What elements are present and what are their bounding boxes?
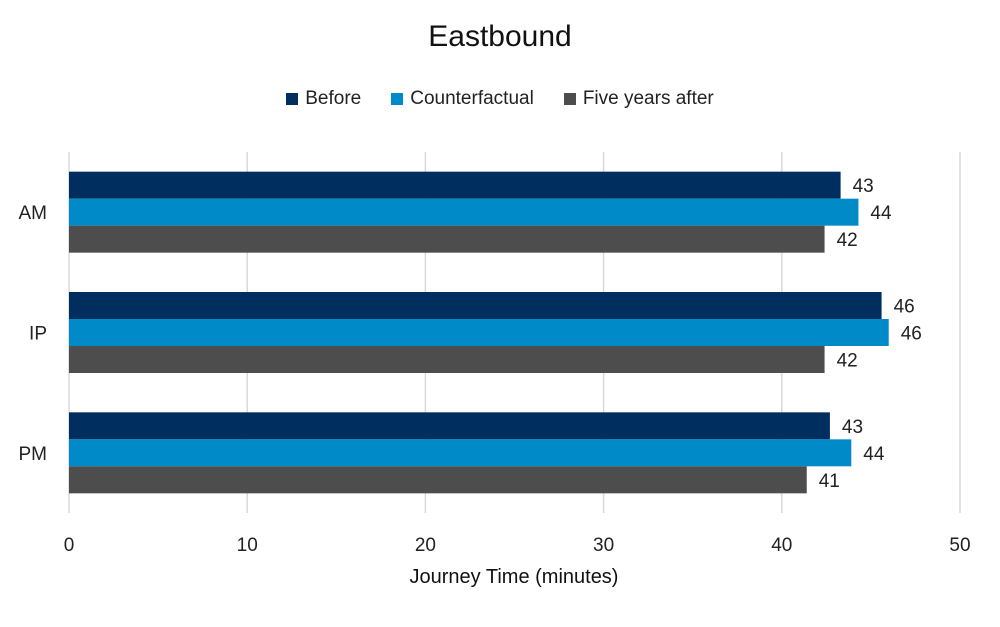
- x-tick-label-10: 10: [237, 535, 258, 556]
- legend-item-five-years-after: Five years after: [563, 88, 714, 110]
- data-label-ip-before: 46: [894, 297, 915, 318]
- bar-am-five-years-after: [69, 225, 825, 253]
- data-label-am-before: 43: [853, 176, 874, 197]
- legend-item-counterfactual: Counterfactual: [391, 88, 534, 110]
- legend-item-before: Before: [286, 88, 361, 110]
- data-label-pm-before: 43: [842, 417, 863, 438]
- x-tick-label-50: 50: [949, 535, 970, 556]
- legend-label-counterfactual: Counterfactual: [410, 88, 534, 109]
- y-category-label-am: AM: [19, 203, 48, 224]
- data-label-ip-five-years-after: 42: [837, 351, 858, 372]
- data-label-am-five-years-after: 42: [837, 230, 858, 251]
- data-label-ip-counterfactual: 46: [901, 324, 922, 345]
- x-tick-label-30: 30: [593, 535, 614, 556]
- x-tick-label-20: 20: [415, 535, 436, 556]
- bar-pm-before: [69, 412, 830, 440]
- x-tick-label-40: 40: [771, 535, 792, 556]
- chart-title: Eastbound: [428, 20, 572, 53]
- legend-swatch-five-years-after: [563, 93, 576, 105]
- bar-pm-counterfactual: [69, 439, 852, 467]
- bar-ip-counterfactual: [69, 319, 889, 346]
- bar-am-counterfactual: [69, 198, 859, 226]
- data-label-pm-five-years-after: 41: [819, 471, 840, 492]
- bar-pm-five-years-after: [69, 466, 807, 494]
- legend-label-before: Before: [305, 88, 362, 109]
- x-axis-label: Journey Time (minutes): [409, 566, 619, 588]
- data-label-pm-counterfactual: 44: [863, 444, 885, 465]
- legend-label-five-years-after: Five years after: [582, 88, 714, 109]
- y-category-label-ip: IP: [29, 324, 47, 345]
- x-tick-label-0: 0: [64, 535, 75, 556]
- legend-swatch-before: [286, 93, 299, 105]
- y-category-label-pm: PM: [19, 444, 48, 465]
- bar-am-before: [69, 171, 841, 199]
- legend-swatch-counterfactual: [391, 93, 404, 105]
- legend: Before Counterfactual Five years after: [0, 88, 1000, 110]
- bar-ip-before: [69, 292, 882, 319]
- bar-ip-five-years-after: [69, 346, 825, 373]
- data-label-am-counterfactual: 44: [870, 203, 892, 224]
